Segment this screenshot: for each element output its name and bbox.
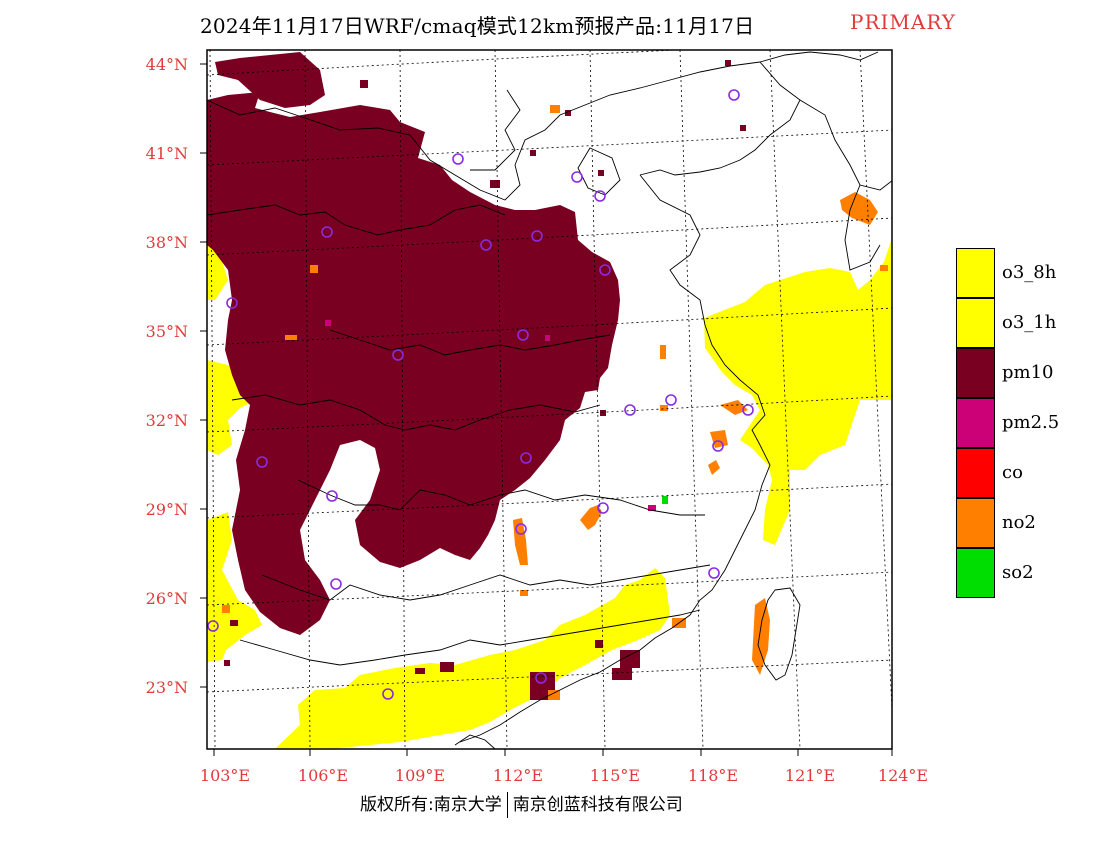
lon-label-115e: 115°E: [589, 766, 641, 785]
o3-region-north-west: [207, 245, 228, 300]
graticule: [207, 50, 892, 749]
legend-label-o3-8h: o3_8h: [1002, 262, 1057, 283]
map-frame: [206, 49, 893, 750]
pm25-specks: [325, 320, 656, 511]
legend-label-pm25: pm2.5: [1002, 412, 1060, 433]
legend-swatch-so2: [956, 548, 995, 598]
legend-label-so2: so2: [1002, 562, 1034, 583]
map-area: [207, 50, 892, 749]
lon-label-118e: 118°E: [687, 766, 739, 785]
pm10-region-north: [215, 52, 325, 108]
lat-label-32n: 32°N: [145, 411, 188, 430]
o3-region-east-sea: [704, 238, 892, 545]
o3-region-south-coast: [275, 568, 670, 749]
lon-label-103e: 103°E: [199, 766, 251, 785]
legend-label-pm10: pm10: [1002, 362, 1054, 383]
lat-label-35n: 35°N: [145, 322, 188, 341]
lon-label-124e: 124°E: [877, 766, 929, 785]
copyright-divider: [506, 792, 508, 818]
lat-label-23n: 23°N: [145, 678, 188, 697]
o3-regions: [207, 238, 892, 749]
pm10-region: [207, 92, 620, 635]
legend-swatch-o3-1h: [956, 298, 995, 348]
lon-label-109e: 109°E: [394, 766, 446, 785]
lat-label-29n: 29°N: [145, 500, 188, 519]
so2-speck: [662, 496, 668, 504]
legend-swatch-pm25: [956, 398, 995, 448]
axis-ticks: [200, 63, 893, 756]
lat-label-26n: 26°N: [145, 589, 188, 608]
legend-swatch-co: [956, 448, 995, 498]
legend-label-co: co: [1002, 462, 1023, 483]
lat-label-44n: 44°N: [145, 55, 188, 74]
lon-label-106e: 106°E: [297, 766, 349, 785]
lat-label-41n: 41°N: [145, 144, 188, 163]
legend-label-no2: no2: [1002, 512, 1036, 533]
city-markers: [207, 89, 754, 700]
copyright-line: 版权所有:南京大学 南京创蓝科技有限公司: [360, 790, 683, 818]
o3-region-southwest: [207, 512, 262, 662]
legend-label-o3-1h: o3_1h: [1002, 312, 1057, 333]
lon-label-121e: 121°E: [784, 766, 836, 785]
copyright-company: 南京创蓝科技有限公司: [512, 795, 683, 815]
pollutant-tag: PRIMARY: [850, 10, 956, 34]
figure-title: 2024年11月17日WRF/cmaq模式12km预报产品:11月17日: [200, 14, 755, 38]
lon-label-112e: 112°E: [492, 766, 544, 785]
copyright-owner: 版权所有:南京大学: [360, 795, 502, 815]
legend-swatch-pm10: [956, 348, 995, 398]
boundaries: [207, 51, 892, 749]
legend-swatch-o3-8h: [956, 248, 995, 298]
legend-swatch-no2: [956, 498, 995, 548]
lat-label-38n: 38°N: [145, 233, 188, 252]
